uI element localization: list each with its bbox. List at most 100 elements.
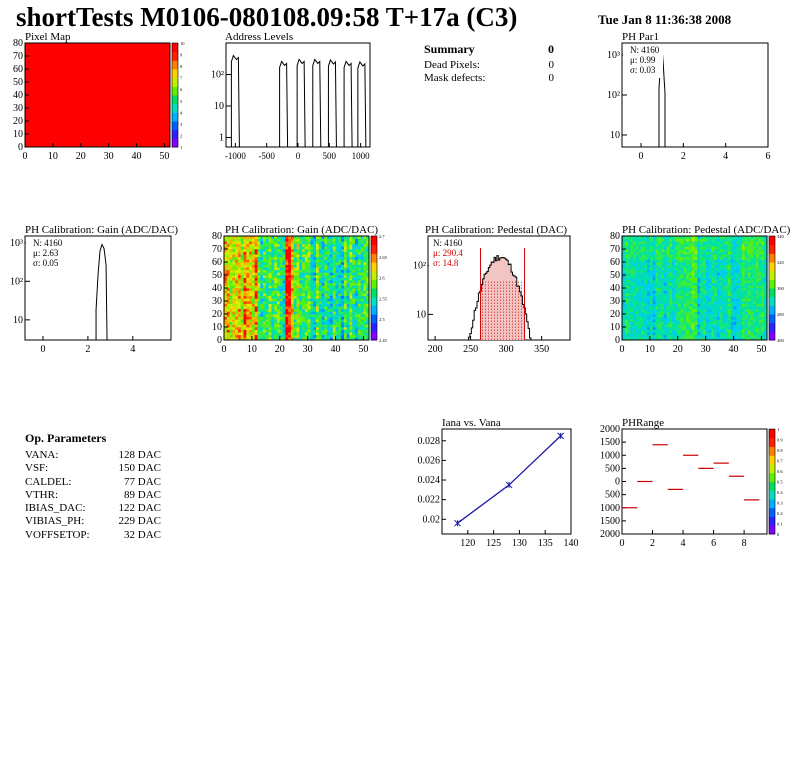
pedestal-map-cell [672, 314, 676, 317]
pedestal-map-cell [744, 295, 748, 299]
pedestal-map-cell [644, 251, 648, 255]
pedestal-map-cell [691, 256, 695, 260]
pedestal-map-cell [691, 277, 695, 281]
pedestal-map-cell [700, 275, 704, 278]
pedestal-map-cell [633, 319, 637, 323]
gain-map-cell [360, 254, 364, 258]
pedestal-map-cell [747, 329, 751, 333]
pedestal-map-cell [649, 285, 653, 289]
gain-map-x-tick-label: 20 [275, 344, 285, 355]
pedestal-map-cell [686, 241, 690, 245]
pedestal-map-cell [708, 262, 712, 265]
gain-map-cell [352, 303, 356, 307]
gain-map-cell [235, 337, 239, 341]
gain-map-cell [243, 246, 247, 250]
pedestal-map-cell [750, 306, 754, 310]
gain-map-cell [237, 316, 242, 320]
gain-map-cell [288, 290, 292, 294]
gain-map-cell [343, 308, 347, 312]
gain-map-cell [251, 303, 255, 307]
pedestal-map-cell [663, 272, 667, 276]
gain-map-cell [335, 251, 339, 255]
gain-map-cell [249, 238, 253, 242]
pedestal-map-cell [730, 282, 734, 286]
gain-map-cell [288, 301, 292, 304]
gain-map-cell [271, 301, 275, 304]
pedestal-map-cell [711, 311, 715, 315]
param-label: VANA: [25, 449, 59, 461]
pedestal-map-cell [674, 236, 679, 239]
pedestal-map-cell [644, 241, 648, 245]
pedestal-map-cell [739, 262, 743, 265]
gain-map-cell [285, 275, 289, 278]
gain-map-cell [343, 285, 347, 289]
pedestal-map-cell [727, 236, 732, 239]
gain-map-cell [329, 243, 334, 247]
pedestal-map-cell [761, 303, 765, 307]
gain-map-cell [299, 254, 303, 258]
gain-map-cell [285, 298, 289, 302]
gain-map-cell [335, 243, 339, 247]
gain-map-cell [313, 295, 317, 299]
gain-map-cell [240, 262, 244, 265]
gain-map-cell [360, 241, 364, 245]
gain-map-cell [274, 324, 278, 328]
pedestal-map-cell [761, 269, 765, 273]
gain-map-cell [282, 254, 286, 258]
gain-map-cell [224, 246, 228, 250]
gain-map-y-tick-label: 40 [212, 283, 222, 294]
gain-map-cell [254, 285, 258, 289]
gain-map-cell [338, 306, 342, 310]
gain-map-cell [246, 306, 250, 310]
gain-map-cell [285, 295, 289, 299]
gain-map-cell [357, 306, 361, 310]
gain-map-cell [310, 269, 314, 273]
pedestal-map-cell [630, 282, 634, 286]
pedestal-map-palette-swatch [769, 322, 775, 332]
gain-hist-y-tick-label: 10 [13, 315, 23, 326]
gain-map-cell [235, 301, 239, 304]
gain-map-cell [316, 251, 320, 255]
gain-map-cell [263, 306, 267, 310]
pedestal-map-cell [647, 301, 651, 304]
gain-map-cell [313, 306, 317, 310]
gain-map-cell [237, 282, 242, 286]
pedestal-map-cell [666, 256, 670, 260]
gain-map-cell [226, 316, 230, 320]
gain-map-cell [243, 301, 247, 304]
gain-map-cell [235, 236, 239, 239]
gain-map-cell [304, 327, 308, 330]
param-label: VIBIAS_PH: [25, 515, 85, 528]
gain-map-cell [313, 264, 317, 268]
pedestal-map-cell [649, 282, 653, 286]
gain-map-cell [357, 249, 361, 252]
pedestal-map-cell [663, 337, 667, 341]
gain-map-cell [343, 334, 347, 338]
gain-map-cell [235, 241, 239, 245]
pedestal-map-cell [647, 241, 651, 245]
gain-map-cell [332, 293, 336, 297]
pedestal-map-x-tick-label: 40 [729, 344, 739, 355]
gain-map-cell [302, 246, 306, 250]
pedestal-map-cell [714, 314, 718, 317]
pedestal-map-cell [702, 267, 706, 271]
pedestal-map-cell [644, 277, 648, 281]
gain-map-cell [355, 280, 359, 284]
pedestal-map-cell [674, 259, 679, 263]
pedestal-map-cell [683, 308, 687, 312]
gain-map-cell [366, 254, 370, 258]
pedestal-map-cell [624, 308, 628, 312]
gain-map-cell [240, 316, 244, 320]
gain-map-cell [307, 275, 311, 278]
pedestal-map-cell [638, 316, 642, 320]
gain-map-cell [243, 316, 247, 320]
pedestal-map-cell [700, 293, 704, 297]
gain-map-cell [341, 256, 345, 260]
pedestal-map-cell [633, 314, 637, 317]
pedestal-map-cell [644, 314, 648, 317]
gain-map-cell [352, 290, 356, 294]
pedestal-map-cell [758, 254, 762, 258]
gain-map-cell [332, 254, 336, 258]
gain-map-cell [302, 285, 306, 289]
gain-map-cell [363, 238, 367, 242]
